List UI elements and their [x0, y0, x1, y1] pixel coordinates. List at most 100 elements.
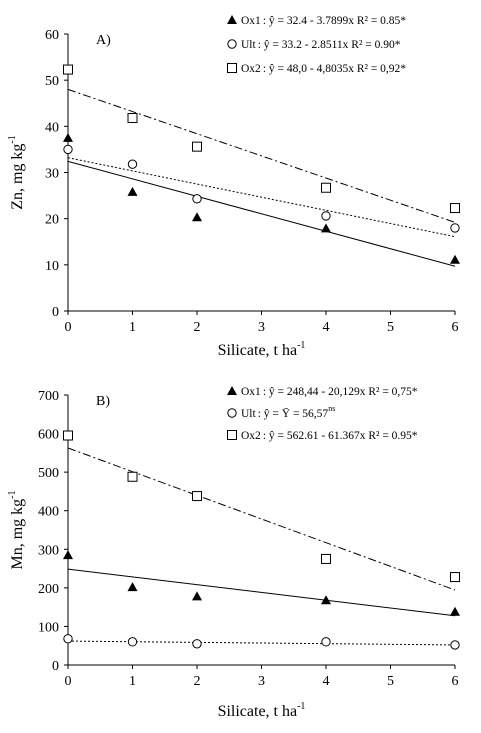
y-axis-label: Zn, mg kg-1	[7, 135, 26, 210]
data-point	[63, 550, 73, 560]
data-point	[192, 491, 202, 502]
legend-entry: Ult: ŷ = 33.2 - 2.8511x R² = 0.90*	[241, 39, 401, 51]
panel-label: A)	[96, 33, 111, 48]
data-point	[450, 606, 460, 616]
legend-name: Ult	[241, 39, 257, 51]
x-tick-label: 4	[323, 320, 330, 335]
x-tick-label: 0	[65, 320, 72, 335]
x-axis-label-sup: -1	[297, 701, 305, 712]
data-point	[127, 582, 138, 592]
x-axis-label: Silicate, t ha-1	[218, 701, 306, 720]
data-point	[63, 132, 73, 142]
y-tick-label: 0	[52, 659, 59, 674]
x-axis-label-text: Silicate, t ha	[218, 703, 298, 720]
data-point	[450, 572, 460, 583]
y-tick-label: 100	[38, 620, 59, 635]
y-tick-label: 500	[38, 466, 59, 481]
y-tick-label: 40	[45, 120, 59, 135]
data-point	[63, 634, 73, 644]
x-tick-label: 4	[323, 674, 330, 689]
data-point	[192, 194, 202, 204]
fit-line	[67, 640, 456, 646]
x-tick-label: 2	[194, 674, 201, 689]
fit-line	[67, 447, 456, 591]
legend-entry: Ox2: ŷ = 562.61 - 61.367x R² = 0.95*	[241, 430, 418, 442]
x-tick-label: 5	[387, 320, 394, 335]
y-tick-label: 10	[45, 259, 59, 274]
data-point	[321, 595, 331, 605]
legend-name: Ult	[241, 408, 257, 420]
legend-name: Ox2	[241, 430, 261, 442]
panel: 0 100 200 300 400 500 600 700 0 1 2 3 4 5 6 B) Silicate,…	[7, 386, 460, 720]
legend-entry: Ult: ŷ = Ȳ = 56,57ns	[241, 404, 335, 420]
x-tick-label: 1	[129, 674, 136, 689]
legend-entry: Ox2: ŷ = 48,0 - 4,8035x R² = 0,92*	[241, 63, 406, 75]
legend-name: Ox2	[241, 63, 261, 75]
panel-label: B)	[96, 394, 110, 409]
data-point	[127, 637, 138, 647]
legend-marker	[227, 39, 237, 49]
y-tick-label: 600	[38, 428, 59, 443]
data-point	[127, 159, 138, 169]
data-point	[321, 553, 331, 564]
x-tick-label: 0	[65, 674, 72, 689]
data-point	[192, 591, 202, 601]
y-axis-label: Mn, mg kg-1	[7, 490, 26, 569]
y-tick-label: 700	[38, 389, 59, 404]
data-point	[450, 203, 460, 214]
y-axis-label-text: Mn, mg kg	[9, 499, 26, 570]
x-tick-label: 6	[452, 320, 459, 335]
legend-entry: Ox1: ŷ = 248,44 - 20,129x R² = 0,75*	[241, 386, 418, 398]
data-point	[450, 640, 460, 650]
y-axis-label-text: Zn, mg kg	[9, 144, 26, 210]
legend-entry: Ox1: ŷ = 32.4 - 3.7899x R² = 0.85*	[241, 15, 406, 27]
legend-equation: : ŷ = 32.4 - 3.7899x R² = 0.85*	[263, 15, 406, 27]
legend-marker	[227, 430, 237, 440]
data-point	[192, 141, 202, 152]
fit-line	[67, 157, 456, 238]
fit-line	[67, 88, 456, 223]
legend-marker	[227, 386, 237, 395]
x-tick-label: 3	[258, 674, 265, 689]
y-axis-label-sup: -1	[7, 490, 18, 498]
data-point	[127, 113, 138, 124]
x-tick-label: 1	[129, 320, 136, 335]
legend-marker	[227, 408, 237, 418]
data-point	[321, 637, 331, 647]
y-tick-label: 300	[38, 543, 59, 558]
data-point	[127, 186, 138, 196]
y-tick-label: 50	[45, 74, 59, 89]
x-tick-label: 6	[452, 674, 459, 689]
y-axis-label-sup: -1	[7, 135, 18, 143]
legend-name: Ox1	[241, 15, 261, 27]
legend-equation: : ŷ = 48,0 - 4,8035x R² = 0,92*	[263, 63, 406, 75]
legend-equation-sup: ns	[328, 404, 335, 413]
y-tick-label: 20	[45, 213, 59, 228]
legend-equation: : ŷ = Ȳ = 56,57	[258, 407, 329, 420]
fit-line	[67, 568, 456, 617]
x-axis-label-text: Silicate, t ha	[218, 342, 298, 359]
data-point	[63, 64, 73, 75]
legend-marker	[227, 15, 237, 24]
x-axis-label-sup: -1	[297, 340, 305, 351]
legend-marker	[227, 63, 237, 73]
y-tick-label: 30	[45, 167, 59, 182]
data-point	[450, 254, 460, 264]
data-point	[63, 144, 73, 155]
data-point	[127, 471, 138, 482]
fit-line	[67, 160, 456, 267]
x-axis-label: Silicate, t ha-1	[218, 340, 306, 359]
legend-name: Ox1	[241, 386, 261, 398]
data-point	[321, 223, 331, 233]
y-tick-label: 0	[52, 305, 59, 320]
x-tick-label: 3	[258, 320, 265, 335]
legend-equation: : ŷ = 33.2 - 2.8511x R² = 0.90*	[258, 39, 401, 51]
x-tick-label: 2	[194, 320, 201, 335]
data-point	[192, 639, 202, 649]
data-point	[450, 223, 460, 233]
data-point	[321, 182, 331, 193]
data-point	[63, 430, 73, 441]
legend-equation: : ŷ = 562.61 - 61.367x R² = 0.95*	[263, 430, 418, 442]
